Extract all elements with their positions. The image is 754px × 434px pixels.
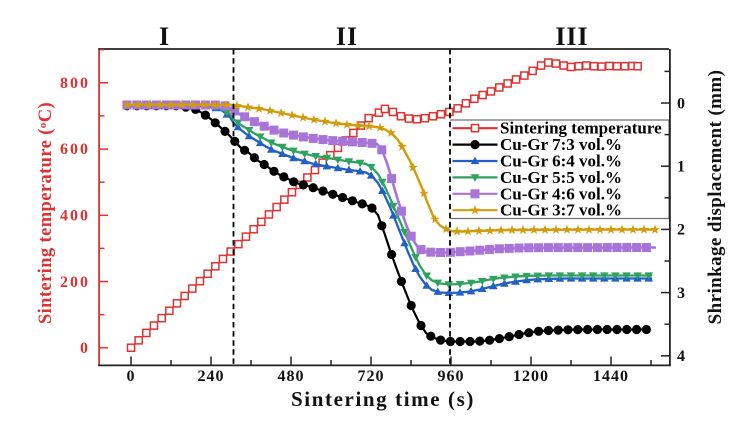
svg-text:Cu-Gr 5:5 vol.%: Cu-Gr 5:5 vol.% bbox=[500, 168, 622, 187]
svg-text:III: III bbox=[555, 22, 588, 51]
svg-text:II: II bbox=[336, 22, 358, 51]
svg-text:2: 2 bbox=[677, 222, 685, 239]
svg-text:I: I bbox=[159, 22, 169, 51]
svg-text:Cu-Gr 3:7 vol.%: Cu-Gr 3:7 vol.% bbox=[500, 201, 622, 220]
svg-text:200: 200 bbox=[60, 274, 90, 291]
svg-text:4: 4 bbox=[677, 348, 685, 365]
svg-text:800: 800 bbox=[60, 75, 90, 92]
svg-text:240: 240 bbox=[198, 368, 225, 385]
svg-text:0: 0 bbox=[677, 95, 685, 112]
svg-text:Cu-Gr 4:6 vol.%: Cu-Gr 4:6 vol.% bbox=[500, 184, 622, 203]
svg-text:960: 960 bbox=[438, 368, 465, 385]
svg-text:0: 0 bbox=[80, 340, 90, 357]
svg-text:720: 720 bbox=[358, 368, 385, 385]
svg-text:600: 600 bbox=[60, 141, 90, 158]
svg-text:Cu-Gr 6:4 vol.%: Cu-Gr 6:4 vol.% bbox=[500, 152, 622, 171]
svg-text:Sintering time (s): Sintering time (s) bbox=[291, 387, 475, 411]
svg-text:1: 1 bbox=[677, 159, 685, 176]
svg-text:3: 3 bbox=[677, 285, 685, 302]
svg-text:Sintering temperature (oC): Sintering temperature (oC) bbox=[36, 102, 56, 324]
svg-text:400: 400 bbox=[60, 208, 90, 225]
svg-text:1200: 1200 bbox=[513, 368, 549, 385]
svg-text:0: 0 bbox=[127, 368, 136, 385]
svg-text:Cu-Gr 7:3 vol.%: Cu-Gr 7:3 vol.% bbox=[500, 135, 622, 154]
svg-text:1440: 1440 bbox=[593, 368, 629, 385]
svg-text:480: 480 bbox=[278, 368, 305, 385]
svg-text:Sintering temperature: Sintering temperature bbox=[500, 119, 662, 138]
svg-text:Shrinkage displacement (mm): Shrinkage displacement (mm) bbox=[705, 70, 726, 325]
